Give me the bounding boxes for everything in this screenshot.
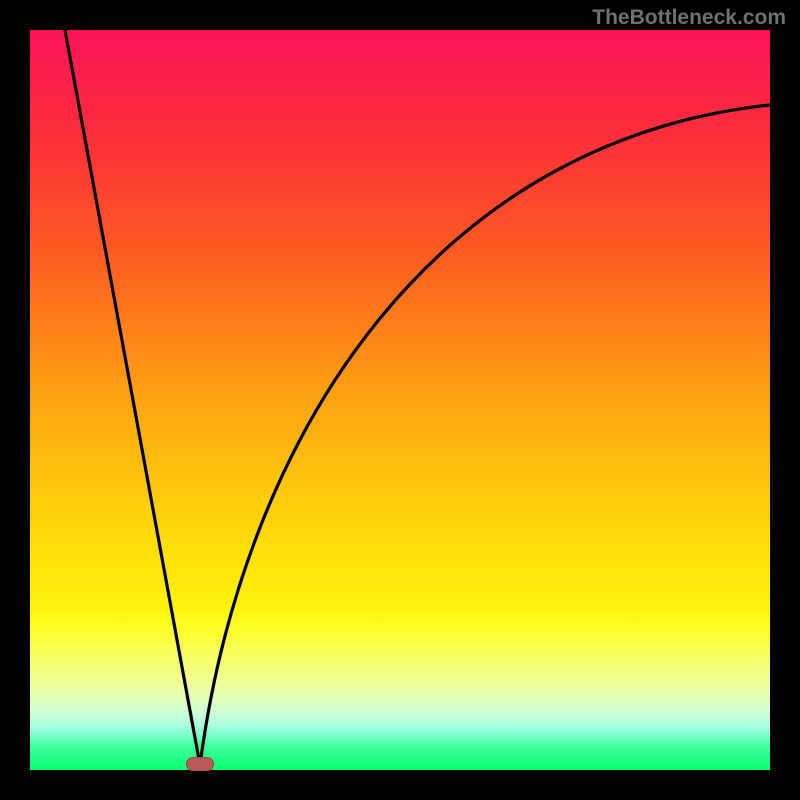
curve-overlay [0,0,800,800]
bottleneck-curve [65,30,770,765]
minimum-marker [186,757,214,771]
chart-container: TheBottleneck.com [0,0,800,800]
watermark-text: TheBottleneck.com [592,6,786,30]
